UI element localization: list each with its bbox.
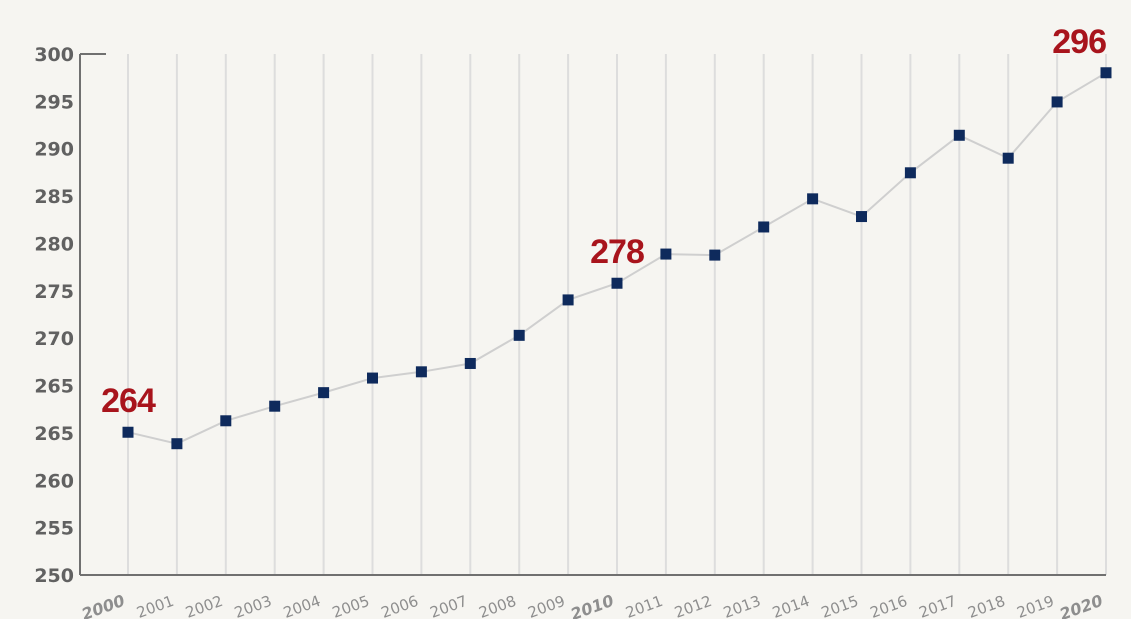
y-tick-label: 290 xyxy=(34,139,74,161)
y-axis-tick-labels: 250 255 260 265 265 270 275 280 285 290 295 300 xyxy=(34,44,74,587)
data-markers xyxy=(122,67,1112,450)
data-point-2002 xyxy=(220,415,232,427)
y-tick-label: 265 xyxy=(34,423,74,445)
data-point-2011 xyxy=(660,248,672,260)
data-point-2006 xyxy=(415,366,427,378)
x-tick-label-2002: 2002 xyxy=(183,592,225,619)
x-tick-label-2018: 2018 xyxy=(966,592,1008,619)
y-tick-label: 280 xyxy=(34,233,74,255)
y-tick-label: 265 xyxy=(34,376,74,398)
data-labels: 264 278 296 xyxy=(101,23,1107,420)
x-tick-label-2008: 2008 xyxy=(477,592,519,619)
x-tick-label-2004: 2004 xyxy=(281,592,323,619)
y-tick-label: 275 xyxy=(34,281,74,303)
x-tick-label-2019: 2019 xyxy=(1014,592,1056,619)
data-point-2009 xyxy=(562,294,574,306)
x-tick-label-2000: 2000 xyxy=(79,591,127,619)
data-point-2008 xyxy=(513,329,525,341)
data-point-2003 xyxy=(269,400,281,412)
data-label-2020: 296 xyxy=(1052,23,1106,61)
data-point-2018 xyxy=(1002,152,1014,164)
x-tick-label-2017: 2017 xyxy=(917,592,959,619)
data-point-2017 xyxy=(953,129,965,141)
data-label-2010: 278 xyxy=(590,233,644,271)
x-tick-label-2003: 2003 xyxy=(232,592,274,619)
data-point-2001 xyxy=(171,438,183,450)
vertical-gridlines xyxy=(127,54,1107,575)
x-tick-label-2016: 2016 xyxy=(868,592,910,619)
y-tick-label: 255 xyxy=(34,518,74,540)
data-point-2004 xyxy=(318,387,330,399)
data-label-2000: 264 xyxy=(101,382,156,420)
y-tick-label: 295 xyxy=(34,91,74,113)
x-tick-label-2005: 2005 xyxy=(330,592,372,619)
data-point-2015 xyxy=(856,211,867,223)
y-tick-label: 250 xyxy=(34,565,74,587)
data-point-2007 xyxy=(464,357,476,369)
x-tick-label-2011: 2011 xyxy=(623,592,665,619)
data-point-2005 xyxy=(367,372,378,384)
y-tick-label: 260 xyxy=(34,470,74,492)
data-point-2014 xyxy=(807,193,819,205)
x-axis-tick-labels: 2000 2001 2002 2003 2004 2005 2006 2007 2008 2009… xyxy=(79,591,1105,619)
x-tick-label-2012: 2012 xyxy=(672,592,714,619)
y-tick-label: 270 xyxy=(34,328,74,350)
x-tick-label-2006: 2006 xyxy=(379,592,421,619)
data-point-2012 xyxy=(709,249,721,261)
data-point-2010 xyxy=(611,277,623,289)
x-tick-label-2009: 2009 xyxy=(525,592,567,619)
data-point-2013 xyxy=(758,221,770,233)
y-tick-label: 285 xyxy=(34,186,74,208)
data-point-2019 xyxy=(1051,96,1063,108)
x-tick-label-2010: 2010 xyxy=(568,591,616,619)
data-point-2016 xyxy=(904,167,916,179)
x-tick-label-2020: 2020 xyxy=(1057,591,1105,619)
x-tick-label-2014: 2014 xyxy=(770,592,812,619)
y-tick-label: 300 xyxy=(34,44,74,66)
axes xyxy=(79,53,1106,576)
data-point-2000 xyxy=(122,426,134,438)
x-tick-label-2001: 2001 xyxy=(134,592,176,619)
data-point-2020 xyxy=(1100,67,1112,79)
x-tick-label-2007: 2007 xyxy=(428,592,470,619)
x-tick-label-2015: 2015 xyxy=(819,592,861,619)
x-tick-label-2013: 2013 xyxy=(721,592,763,619)
